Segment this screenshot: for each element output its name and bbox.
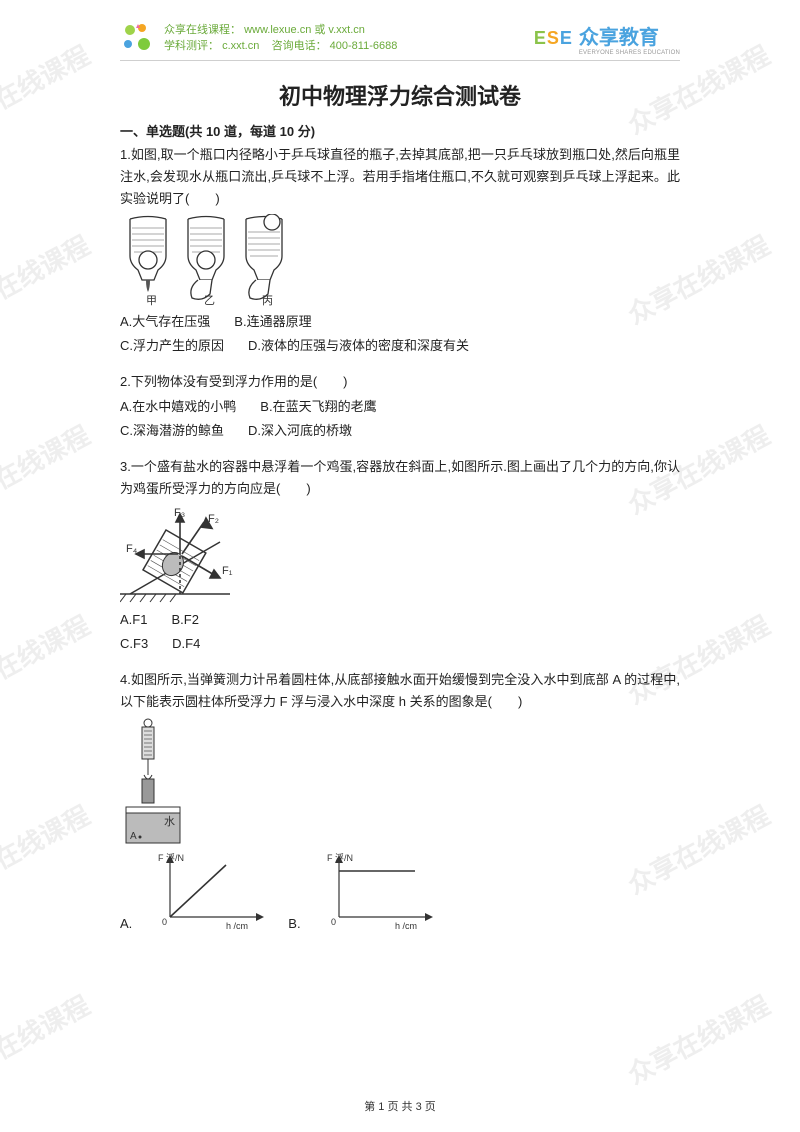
page-title: 初中物理浮力综合测试卷	[120, 79, 680, 111]
graph-b: F 浮/N h /cm 0	[325, 851, 435, 931]
fig-label-a: A	[130, 831, 137, 842]
option-b-label: B.	[288, 916, 300, 931]
ylabel: F 浮/N	[158, 852, 184, 863]
option-b: B.在蓝天飞翔的老鹰	[260, 395, 376, 418]
question-3: 3.一个盛有盐水的容器中悬浮着一个鸡蛋,容器放在斜面上,如图所示.图上画出了几个…	[120, 456, 680, 655]
fig-label-water: 水	[164, 815, 175, 828]
section-heading: 一、单选题(共 10 道，每道 10 分)	[120, 121, 680, 140]
option-a: A.大气存在压强	[120, 310, 210, 333]
option-b: B.F2	[171, 608, 198, 631]
header-label: 学科测评：	[164, 40, 219, 52]
brand-sub: EVERYONE SHARES EDUCATION	[579, 50, 680, 56]
brand-cn: 众享教育	[579, 21, 659, 50]
logo-letter: S	[547, 28, 560, 48]
option-a: A.在水中嬉戏的小鸭	[120, 395, 236, 418]
question-text: 2.下列物体没有受到浮力作用的是( )	[120, 371, 680, 393]
svg-text:0: 0	[162, 917, 167, 927]
logo-letter: E	[534, 28, 547, 48]
svg-text:0: 0	[331, 917, 336, 927]
q4-graphs: A. F 浮/N h /cm 0 B. F 浮/N h /cm 0	[120, 851, 680, 931]
option-c: C.浮力产生的原因	[120, 334, 224, 357]
option-d: D.深入河底的桥墩	[248, 419, 352, 442]
page-header: 众享在线课程： www.lexue.cn 或 v.xxt.cn 学科测评： c.…	[120, 20, 680, 61]
header-label: 众享在线课程：	[164, 24, 241, 36]
question-1: 1.如图,取一个瓶口内径略小于乒乓球直径的瓶子,去掉其底部,把一只乒乓球放到瓶口…	[120, 144, 680, 357]
option-d: D.液体的压强与液体的密度和深度有关	[248, 334, 469, 357]
q4-figure-setup: 水 A	[120, 717, 680, 847]
header-phone-label: 咨询电话：	[272, 40, 327, 52]
header-deco-icon	[120, 20, 156, 56]
brand: ESE 众享教育 EVERYONE SHARES EDUCATION	[534, 21, 680, 56]
option-a: A.F1	[120, 608, 147, 631]
header-info: 众享在线课程： www.lexue.cn 或 v.xxt.cn 学科测评： c.…	[164, 22, 526, 55]
header-link: c.xxt.cn	[222, 40, 259, 52]
fig-label-f4: F₄	[126, 543, 138, 555]
question-text: 1.如图,取一个瓶口内径略小于乒乓球直径的瓶子,去掉其底部,把一只乒乓球放到瓶口…	[120, 144, 680, 210]
header-phone: 400-811-6688	[330, 40, 398, 52]
fig-label-f2: F₂	[208, 513, 219, 525]
q3-figure: F₃ F₂ F₄ F₁	[120, 504, 680, 604]
graph-a: F 浮/N h /cm 0	[156, 851, 266, 931]
fig-label-f3: F₃	[174, 507, 185, 519]
fig-label: 甲	[146, 295, 157, 306]
q1-figure: 甲 乙	[120, 214, 680, 306]
fig-label-f1: F₁	[222, 565, 233, 577]
question-text: 3.一个盛有盐水的容器中悬浮着一个鸡蛋,容器放在斜面上,如图所示.图上画出了几个…	[120, 456, 680, 500]
xlabel: h /cm	[226, 921, 248, 931]
watermark: 众享在线课程	[0, 986, 96, 1092]
option-a-label: A.	[120, 916, 132, 931]
brand-logo-en: ESE	[534, 28, 573, 49]
header-links: www.lexue.cn 或 v.xxt.cn	[244, 24, 365, 36]
option-d: D.F4	[172, 632, 200, 655]
xlabel: h /cm	[395, 921, 417, 931]
question-4: 4.如图所示,当弹簧测力计吊着圆柱体,从底部接触水面开始缓慢到完全没入水中到底部…	[120, 669, 680, 931]
option-c: C.深海潜游的鲸鱼	[120, 419, 224, 442]
fig-label: 丙	[262, 295, 273, 306]
logo-letter: E	[560, 28, 573, 48]
option-c: C.F3	[120, 632, 148, 655]
question-2: 2.下列物体没有受到浮力作用的是( ) A.在水中嬉戏的小鸭 B.在蓝天飞翔的老…	[120, 371, 680, 442]
question-text: 4.如图所示,当弹簧测力计吊着圆柱体,从底部接触水面开始缓慢到完全没入水中到底部…	[120, 669, 680, 713]
fig-label: 乙	[204, 294, 215, 306]
watermark: 众享在线课程	[620, 986, 775, 1092]
option-b: B.连通器原理	[234, 310, 311, 333]
page-footer: 第 1 页 共 3 页	[0, 1098, 800, 1114]
ylabel: F 浮/N	[327, 852, 353, 863]
